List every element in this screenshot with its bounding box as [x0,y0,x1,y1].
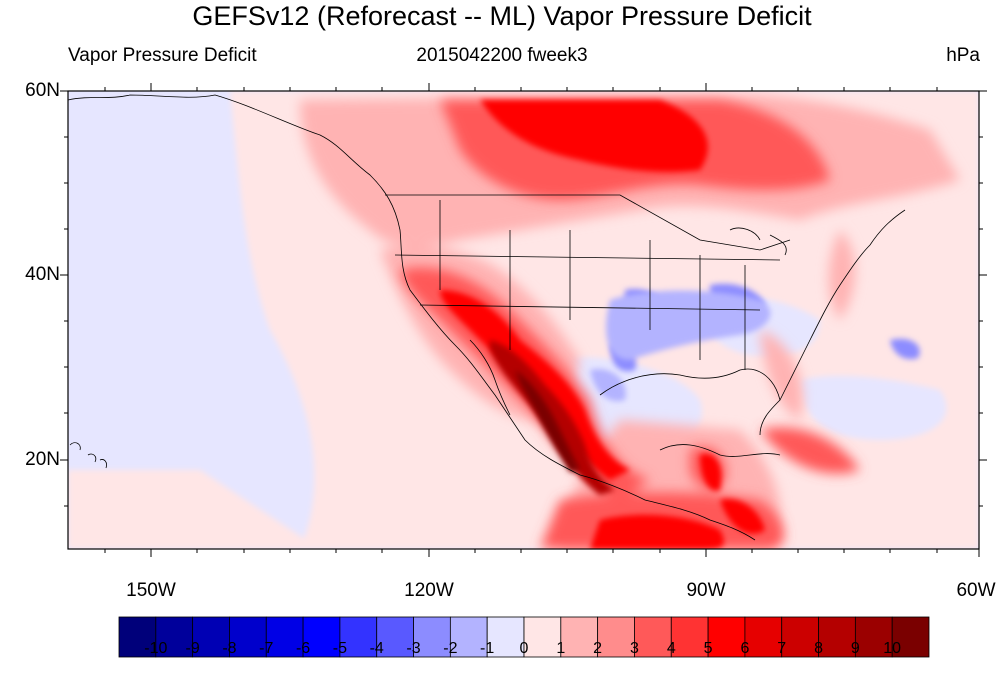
lat-label-40n: 40N [25,264,60,285]
colorbar-tick-label: -2 [443,640,458,657]
forecast-date-label: 2015042200 fweek3 [416,45,588,66]
lon-label-60w: 60W [956,580,996,601]
colorbar-tick-label: 0 [519,640,529,657]
tickmarks [60,83,987,557]
colorbar-tick-label: 6 [740,640,750,657]
colorbar-swatch [229,616,267,658]
colorbar-swatch [118,616,157,658]
colorbar-swatch [634,616,672,658]
colorbar-swatch [854,616,893,658]
colorbar-tick-label: -9 [185,640,200,657]
colorbar-tick-label: 1 [556,640,566,657]
lat-label-20n: 20N [25,449,60,470]
lon-label-90w: 90W [686,580,726,601]
colorbar-swatch [486,616,525,658]
colorbar-swatch [302,616,341,658]
colorbar-tick-label: -7 [259,640,274,657]
coastlines [68,94,906,541]
colorbar-tick-label: -3 [406,640,421,657]
colorbar-tick-label: -10 [144,640,168,657]
colorbar-swatch [560,616,599,658]
colorbar-tick-label: 3 [630,640,639,657]
lon-label-120w: 120W [404,580,454,601]
colorbar-swatch [155,616,194,658]
colorbar-tick-label: 7 [777,640,787,657]
colorbar-tick-label: -1 [480,640,495,657]
colorbar-tick-label: -8 [222,640,237,657]
map-title: GEFSv12 (Reforecast -- ML) Vapor Pressur… [192,1,812,31]
colorbar-tick-label: 2 [593,640,603,657]
colorbar-swatch [670,616,709,658]
lon-label-150w: 150W [126,580,176,601]
colorbar-tick-label: -4 [369,640,384,657]
colorbar-tick-label: 5 [703,640,713,657]
colorbar-tick-label: 4 [666,640,676,657]
variable-label: Vapor Pressure Deficit [68,45,257,66]
vpd-field [68,91,979,549]
colorbar-swatch [376,616,414,658]
colorbar-swatch [891,616,930,658]
plot-frame [67,90,980,550]
colorbar-tick-label: -5 [332,640,348,657]
colorbar-swatch [339,616,378,658]
colorbar-tick-label: 9 [850,640,860,657]
colorbar-swatch [192,616,230,658]
colorbar-tick-label: -6 [295,640,311,657]
colorbar-tick-label: 8 [814,640,823,657]
units-label: hPa [946,45,980,66]
colorbar-swatch [413,616,451,658]
lat-label-60n: 60N [25,80,60,101]
colorbar-swatch [523,616,562,658]
colorbar-swatch [707,616,746,658]
colorbar-tick-label: 10 [883,640,902,657]
colorbar-swatch [781,616,819,658]
